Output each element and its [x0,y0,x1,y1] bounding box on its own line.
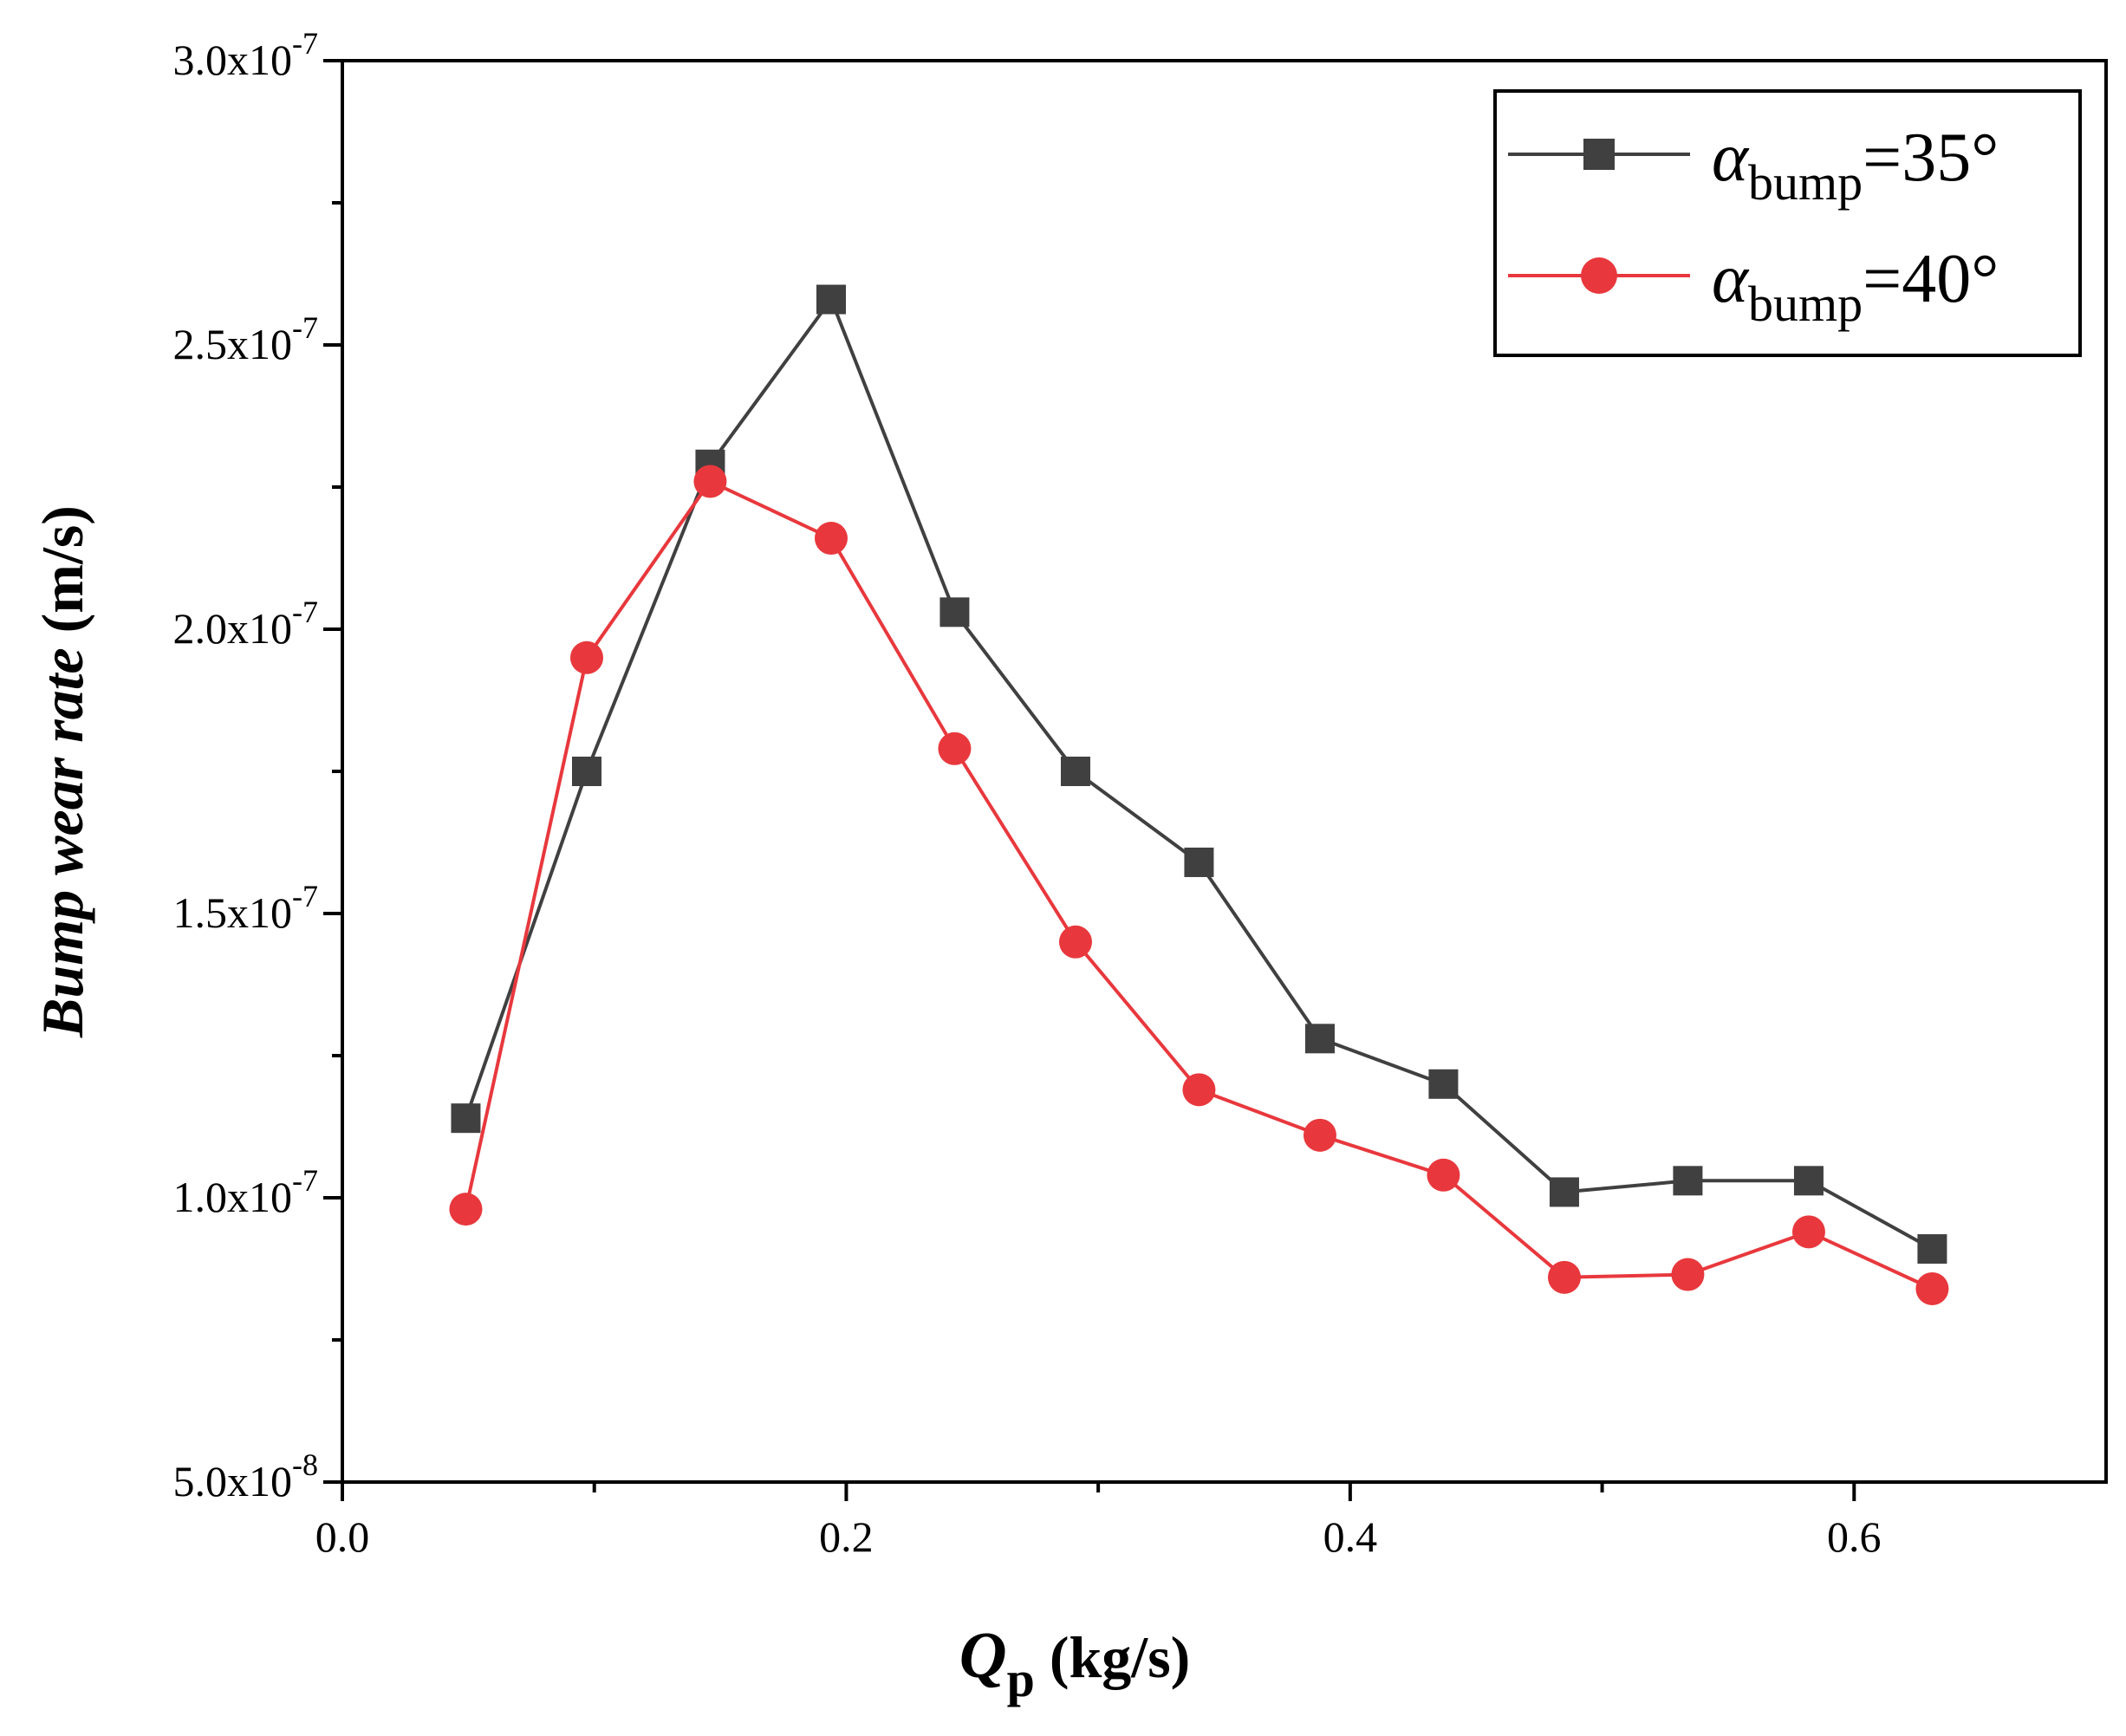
y-tick-exponent-2: -7 [292,879,318,914]
y-tick-label-3: 2.0x10-7 [173,595,319,653]
series-2-point-5 [1058,925,1092,959]
series-1-point-7 [1304,1024,1335,1054]
legend-entry-series-2: αbump=40° [1508,241,1999,332]
legend-entry-series-1: αbump=35° [1508,120,1999,211]
y-axis-title-italic: Bump wear rate [29,647,95,1038]
y-tick-label-5: 3.0x10-7 [173,26,319,84]
x-tick-label-3: 0.6 [1827,1512,1882,1561]
y-axis: 5.0x10-81.0x10-71.5x10-72.0x10-72.5x10-7… [173,26,342,1505]
series-2-point-1 [569,640,603,674]
y-tick-mantissa-4: 2.5x10 [173,320,293,368]
y-axis-title: Bump wear rate (m/s) [29,505,95,1038]
y-tick-mantissa-0: 5.0x10 [173,1457,293,1505]
y-tick-mantissa-2: 1.5x10 [173,888,293,937]
x-axis-title: Qp (kg/s) [959,1619,1191,1707]
series-2-point-8 [1427,1158,1460,1192]
x-axis-title-subscript: p [1007,1651,1035,1707]
series-layer [449,284,1949,1305]
legend-label-series-2: αbump=40° [1712,241,1999,332]
y-tick-label-4: 2.5x10-7 [173,310,319,368]
series-1-point-4 [939,597,970,627]
series-2-point-2 [693,465,727,498]
series-1-point-6 [1184,847,1214,877]
y-tick-exponent-5: -7 [292,26,318,61]
y-tick-exponent-3: -7 [292,595,318,629]
series-2-point-0 [449,1193,483,1226]
legend-symbol-series-1: α [1712,120,1750,196]
y-tick-mantissa-1: 1.0x10 [173,1173,293,1221]
series-2 [449,465,1949,1305]
series-1-point-8 [1428,1069,1459,1099]
x-axis-title-unit: (kg/s) [1035,1624,1190,1690]
series-1-point-10 [1673,1166,1703,1196]
series-1-point-0 [451,1103,481,1134]
y-tick-label-0: 5.0x10-8 [173,1447,319,1505]
series-1-point-1 [571,757,601,786]
legend-marker-series-2 [1581,257,1617,294]
series-1 [451,284,1947,1265]
series-1-line [464,297,1934,1251]
series-2-line [464,479,1934,1291]
y-axis-title-unit: (m/s) [29,505,95,647]
series-1-point-3 [816,284,846,315]
x-tick-label-2: 0.4 [1323,1512,1378,1561]
series-2-point-12 [1915,1271,1949,1305]
legend-symbol-series-2: α [1712,241,1750,317]
y-tick-exponent-4: -7 [292,310,318,345]
series-2-point-7 [1303,1118,1336,1152]
series-1-point-5 [1060,757,1090,786]
y-tick-mantissa-3: 2.0x10 [173,604,293,653]
legend-subscript-series-1: bump [1748,154,1863,211]
y-tick-label-1: 1.0x10-7 [173,1163,319,1221]
series-1-point-11 [1793,1166,1824,1196]
y-tick-label-2: 1.5x10-7 [173,879,319,937]
legend-value-series-1: =35° [1863,120,1999,196]
series-2-point-4 [938,731,972,765]
y-tick-exponent-1: -7 [292,1163,318,1198]
y-tick-mantissa-5: 3.0x10 [173,36,293,84]
legend-label-series-1: αbump=35° [1712,120,1999,211]
series-1-point-9 [1549,1177,1579,1207]
series-1-point-12 [1917,1234,1947,1265]
y-tick-exponent-0: -8 [292,1447,318,1482]
series-2-point-9 [1547,1260,1581,1294]
legend: αbump=35° αbump=40° [1493,89,2082,357]
series-2-point-3 [814,522,848,556]
x-tick-label-0: 0.0 [315,1512,370,1561]
legend-marker-series-1 [1583,139,1615,170]
x-axis: 0.0 0.2 0.4 0.6 [315,1482,1882,1561]
x-axis-title-symbol: Q [959,1619,1007,1692]
legend-subscript-series-2: bump [1748,276,1863,332]
series-2-point-11 [1791,1215,1825,1249]
legend-value-series-2: =40° [1863,241,1999,317]
x-tick-label-1: 0.2 [819,1512,874,1561]
series-2-point-6 [1182,1073,1216,1107]
legend-box [1493,89,2082,357]
series-2-point-10 [1671,1258,1705,1291]
